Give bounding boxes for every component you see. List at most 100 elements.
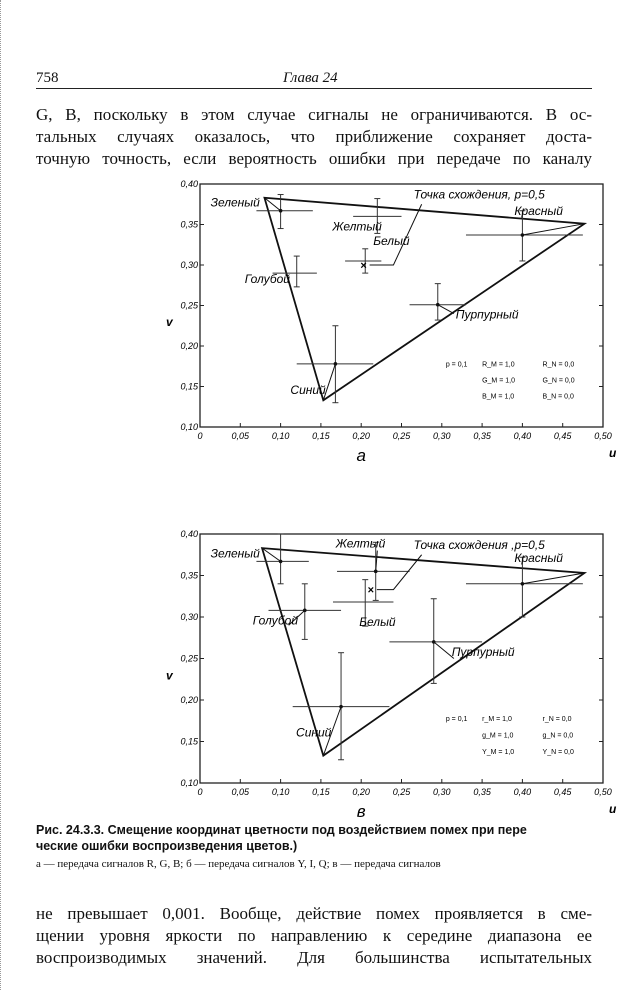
x-tick-label: 0,30 (433, 431, 451, 441)
arrow-head (333, 362, 338, 366)
arrow-head (373, 569, 378, 574)
arrow-head (520, 233, 525, 237)
legend-item: r_M = 1,0 (482, 716, 512, 723)
point-label: Голубой (253, 613, 299, 627)
x-tick-label: 0,35 (473, 787, 492, 797)
x-tick-label: 0,50 (594, 787, 612, 797)
convergence-leader (369, 204, 423, 266)
convergence-leader (376, 554, 423, 591)
point-label: Пурпурный (456, 308, 519, 322)
chapter-title: Глава 24 (283, 70, 338, 86)
legend-item: R_N = 0,0 (543, 361, 575, 368)
x-tick-label: 0,45 (554, 431, 573, 441)
point-label: Зеленый (211, 546, 261, 560)
y-tick-label: 0,40 (180, 179, 198, 189)
point-label: Желтый (331, 219, 382, 233)
legend-item: B_N = 0,0 (543, 394, 574, 401)
y-tick-label: 0,15 (180, 382, 199, 392)
y-tick-label: 0,20 (180, 341, 198, 351)
legend-item: Y_M = 1,0 (482, 749, 514, 756)
point-label: Синий (296, 726, 332, 740)
shift-arrow (322, 363, 336, 401)
shift-arrow (433, 641, 455, 659)
panel-label: в (357, 802, 366, 821)
legend-item: B_M = 1,0 (482, 394, 514, 401)
point-label: Белый (359, 615, 396, 629)
x-tick-label: 0,35 (473, 431, 492, 441)
shift-arrow (261, 547, 281, 562)
y-tick-label: 0,30 (180, 612, 198, 622)
caption-line: а — передача сигналов R, G, B; б — перед… (36, 858, 441, 870)
x-tick-label: 0,10 (272, 787, 290, 797)
text-line: точную точность, если вероятность ошибки… (36, 149, 592, 168)
color-triangle (260, 547, 588, 758)
x-tick-label: 0,15 (312, 787, 331, 797)
legend-item: r_N = 0,0 (543, 716, 572, 723)
x-tick-label: 0,05 (232, 787, 251, 797)
page-number: 758 (36, 70, 59, 86)
y-tick-label: 0,10 (180, 778, 198, 788)
legend-item: G_M = 1,0 (482, 377, 515, 384)
caption-line: ческие ошибки воспроизведения цветов.) (36, 839, 298, 853)
caption-line: Рис. 24.3.3. Смещение координат цветност… (36, 823, 527, 837)
convergence-label: Точка схождения, p=0,5 (414, 188, 546, 202)
x-tick-label: 0 (197, 787, 202, 797)
shift-arrow (437, 304, 455, 315)
text-line: G, B, поскольку в этом случае сигналы не… (36, 105, 592, 124)
shift-arrow (288, 609, 306, 626)
y-tick-label: 0,35 (180, 220, 199, 230)
point-label: Красный (514, 204, 563, 218)
y-axis-label: v (166, 668, 174, 682)
panel-label: а (356, 446, 365, 465)
point-label: Зеленый (211, 196, 261, 210)
point-label: Голубой (245, 272, 291, 286)
arrow-head (435, 302, 440, 307)
shift-arrow (522, 572, 585, 585)
legend-item: g_N = 0,0 (543, 732, 574, 739)
x-tick-label: 0,30 (433, 787, 451, 797)
text-line: не превышает 0,001. Вообще, действие пом… (36, 904, 592, 923)
legend-item: p = 0,1 (446, 361, 468, 368)
y-tick-label: 0,20 (180, 695, 198, 705)
x-tick-label: 0,10 (272, 431, 290, 441)
legend-item: p = 0,1 (446, 716, 468, 723)
y-axis-label: v (166, 315, 174, 329)
convergence-label: Точка схождения ,p=0,5 (414, 538, 546, 552)
y-tick-label: 0,40 (180, 529, 198, 539)
arrow-head (431, 640, 436, 644)
legend-item: Y_N = 0,0 (543, 749, 574, 756)
y-tick-label: 0,10 (180, 422, 198, 432)
arrow-head (520, 582, 525, 586)
x-tick-label: 0,45 (554, 787, 573, 797)
x-tick-label: 0,25 (393, 431, 412, 441)
arrow-head (278, 208, 283, 213)
point-label: Желтый (335, 536, 386, 550)
y-tick-label: 0,30 (180, 260, 198, 270)
text-line: щении уровня яркости по направлению к се… (36, 926, 592, 945)
x-tick-label: 0,20 (352, 787, 370, 797)
point-label: Красный (514, 551, 563, 565)
y-tick-label: 0,25 (180, 654, 199, 664)
convergence-marker: × (360, 260, 366, 272)
y-tick-label: 0,35 (180, 571, 199, 581)
color-triangle (263, 196, 588, 402)
arrow-head (302, 608, 307, 613)
x-tick-label: 0,05 (232, 431, 251, 441)
legend-item: R_M = 1,0 (482, 361, 515, 368)
header-rule (36, 88, 592, 89)
point-label: Синий (290, 383, 326, 397)
arrow-head (278, 559, 283, 564)
legend-item: G_N = 0,0 (543, 377, 575, 384)
scan-edge (0, 0, 3, 990)
shift-arrow (375, 550, 378, 572)
x-axis-label: u (609, 802, 617, 816)
x-tick-label: 0,25 (393, 787, 412, 797)
shift-arrow (522, 223, 585, 236)
x-tick-label: 0,15 (312, 431, 331, 441)
point-label: Белый (373, 234, 410, 248)
x-tick-label: 0,50 (594, 431, 612, 441)
x-tick-label: 0,20 (352, 431, 370, 441)
convergence-marker: × (368, 585, 374, 597)
